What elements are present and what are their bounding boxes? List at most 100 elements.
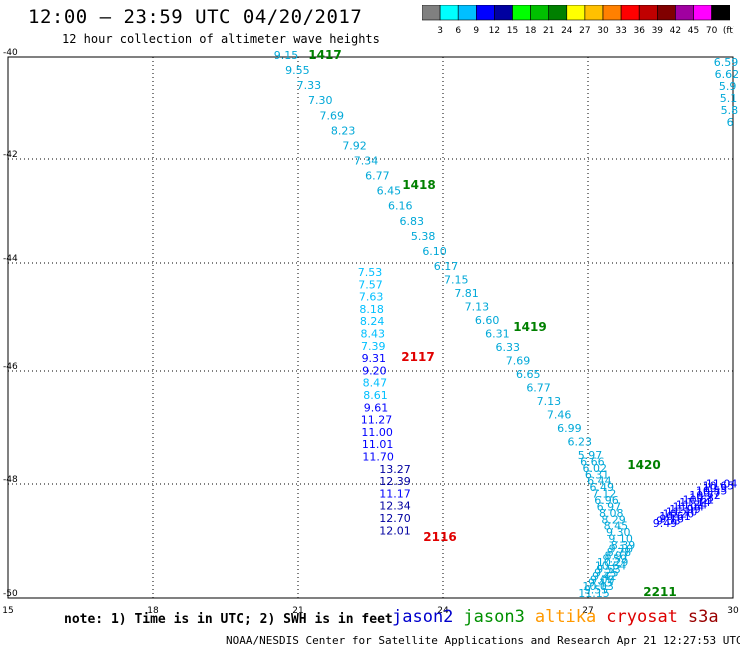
swh-value: 8.23 — [331, 124, 356, 137]
colorbar-label: 3 — [437, 26, 443, 36]
swh-value: 11.15 — [578, 587, 610, 600]
page-subtitle: 12 hour collection of altimeter wave hei… — [62, 32, 380, 46]
swh-value: 10.65 — [703, 480, 735, 493]
colorbar-label: 15 — [507, 26, 518, 36]
swh-value: 7.13 — [465, 301, 490, 314]
colorbar-label: 18 — [525, 26, 537, 36]
swh-value: 9.53 — [596, 563, 621, 576]
swh-value: 7.92 — [342, 139, 367, 152]
swh-value: 6.49 — [590, 481, 615, 494]
satellite-legend-item: jason3 — [463, 607, 525, 627]
satellite-legend-item: altika — [534, 607, 597, 627]
swh-value: 11.17 — [379, 487, 411, 500]
colorbar-label: 36 — [633, 26, 645, 36]
swh-value: 6.83 — [399, 215, 424, 228]
swh-value: 9.03 — [656, 515, 681, 528]
swh-value: 6.97 — [597, 500, 622, 513]
swh-value: 7.33 — [297, 79, 322, 92]
swh-value: 9.00 — [590, 573, 615, 586]
y-tick-label: -44 — [3, 254, 18, 264]
swh-value: 10.8 — [689, 491, 714, 504]
swh-value: 9.43 — [588, 577, 613, 590]
swh-value: 9.16 — [659, 512, 684, 525]
colorbar-label: 27 — [579, 26, 590, 36]
swh-value: 11.01 — [362, 438, 394, 451]
swh-value: 6.65 — [516, 368, 541, 381]
colorbar-swatch — [711, 5, 731, 21]
pass-label: 1417 — [308, 48, 341, 62]
x-tick-label: 27 — [582, 606, 593, 616]
x-tick-label: 15 — [2, 606, 13, 616]
swh-value: 11.04 — [706, 477, 738, 490]
axis-ticks: 15 18 21 24 27 30 -40 -42 -44 -46 -48 -50 — [2, 48, 739, 616]
swh-value: 6.33 — [495, 341, 520, 354]
y-tick-label: -50 — [3, 589, 18, 599]
swh-value: 9.10 — [609, 542, 634, 555]
swh-value: 10.61 — [659, 510, 691, 523]
swh-value: 11.99 — [669, 503, 701, 516]
pass-label: 1419 — [513, 320, 546, 334]
swh-value: 9.31 — [362, 352, 387, 365]
swh-value: 6.44 — [587, 475, 612, 488]
swh-value: 7.53 — [358, 266, 383, 279]
swh-value: 6.62 — [715, 68, 740, 81]
satellite-legend: jason2 jason3 altika cryosat s3a — [392, 607, 729, 627]
swh-value: 6.60 — [475, 314, 500, 327]
colorbar-label: 12 — [489, 26, 500, 36]
colorbar-label: 6 — [455, 26, 461, 36]
swh-value: 6.17 — [434, 260, 459, 273]
swh-value: 6.77 — [526, 382, 551, 395]
swh-value: 10.03 — [582, 580, 614, 593]
swh-value: 8.97 — [605, 549, 630, 562]
swh-value: 9.55 — [584, 584, 609, 597]
swh-value: 11.34 — [676, 498, 708, 511]
x-tick-label: 24 — [437, 606, 449, 616]
swh-value: 12.34 — [379, 500, 411, 513]
colorbar-label: 33 — [615, 26, 626, 36]
swh-value: 9.30 — [606, 526, 631, 539]
swh-value: 7.63 — [359, 291, 384, 304]
y-tick-label: -48 — [3, 475, 18, 485]
colorbar-label: 70 — [706, 26, 718, 36]
colorbar-label: 24 — [561, 26, 573, 36]
colorbar-label: 21 — [543, 26, 554, 36]
swh-value: 6.16 — [388, 200, 413, 213]
swh-value: 7.30 — [308, 94, 333, 107]
colorbar-label: 39 — [652, 26, 664, 36]
swh-value: 7.57 — [358, 278, 383, 291]
swh-value: 7.39 — [361, 340, 386, 353]
swh-value: 10.5 — [703, 482, 728, 495]
swh-value: 9.42 — [592, 570, 617, 583]
swh-value: 7.13 — [537, 395, 562, 408]
swh-value: 8.61 — [363, 389, 388, 402]
swh-value: 6.31 — [585, 468, 610, 481]
swh-value: 6.77 — [365, 170, 390, 183]
x-tick-label: 21 — [292, 606, 303, 616]
swh-value: 8.24 — [360, 315, 385, 328]
swh-value: 12.39 — [379, 475, 411, 488]
swh-value: 11.27 — [361, 414, 393, 427]
swh-value: 12.01 — [379, 524, 411, 537]
swh-value: 11.70 — [362, 451, 394, 464]
swh-value: 6.23 — [567, 436, 592, 449]
colorbar-label: 9 — [473, 26, 479, 36]
y-tick-label: -46 — [3, 362, 18, 372]
swh-value: 9.59 — [602, 553, 627, 566]
colorbar-label: 30 — [597, 26, 609, 36]
swh-value: 10.64 — [595, 560, 627, 573]
satellite-legend-item: cryosat — [606, 607, 678, 627]
swh-value: 13.27 — [379, 463, 411, 476]
swh-value: 12.70 — [379, 512, 411, 525]
swh-value: 8.08 — [599, 507, 624, 520]
pass-label: 2117 — [401, 350, 434, 364]
swh-value: 6.96 — [594, 494, 619, 507]
swh-value: 8.39 — [611, 539, 636, 552]
swh-value: 10.20 — [663, 508, 695, 521]
swh-value: 7.69 — [319, 109, 344, 122]
note-text: note: 1) Time is in UTC; 2) SWH is in fe… — [64, 612, 393, 627]
page-title: 12:00 – 23:59 UTC 04/20/2017 — [28, 6, 363, 28]
swh-value: 8.78 — [607, 546, 632, 559]
swh-value: 10.61 — [683, 494, 715, 507]
swh-value: 6.10 — [422, 245, 447, 258]
